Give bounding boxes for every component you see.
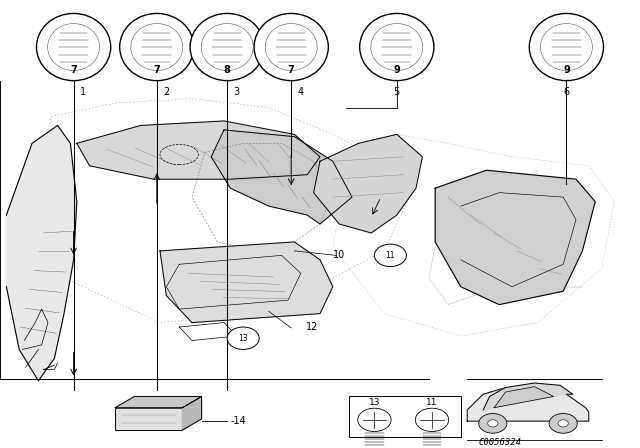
Text: 11: 11 (426, 398, 438, 407)
Circle shape (488, 420, 498, 427)
Circle shape (227, 327, 259, 349)
Text: 2: 2 (163, 87, 170, 97)
Polygon shape (211, 130, 352, 224)
Text: 4: 4 (298, 87, 304, 97)
Text: 5: 5 (394, 87, 400, 97)
Polygon shape (483, 383, 573, 410)
Polygon shape (314, 134, 422, 233)
Circle shape (558, 420, 568, 427)
Circle shape (549, 414, 577, 433)
Bar (115, 408, 182, 430)
Polygon shape (6, 125, 77, 381)
Polygon shape (435, 170, 595, 305)
Polygon shape (467, 388, 589, 421)
Text: C0056324: C0056324 (479, 438, 522, 447)
Polygon shape (160, 242, 333, 323)
Text: 12: 12 (306, 322, 318, 332)
Text: 1: 1 (80, 87, 86, 97)
Text: 11: 11 (386, 251, 395, 260)
Polygon shape (182, 396, 202, 430)
Ellipse shape (190, 13, 264, 81)
Text: 3: 3 (234, 87, 240, 97)
Circle shape (415, 408, 449, 431)
Polygon shape (494, 387, 554, 408)
Text: 6: 6 (563, 87, 570, 97)
Text: 9: 9 (394, 65, 400, 75)
Text: 7: 7 (70, 65, 77, 75)
Polygon shape (77, 121, 320, 179)
Text: 7: 7 (288, 65, 294, 75)
Text: 13: 13 (369, 398, 380, 407)
Text: 9: 9 (563, 65, 570, 75)
Bar (349, 396, 461, 437)
Ellipse shape (254, 13, 328, 81)
Text: -14: -14 (230, 416, 246, 426)
Ellipse shape (36, 13, 111, 81)
Circle shape (358, 408, 391, 431)
Text: 10: 10 (333, 250, 346, 260)
Text: 7: 7 (154, 65, 160, 75)
Ellipse shape (529, 13, 604, 81)
Ellipse shape (360, 13, 434, 81)
Circle shape (479, 414, 507, 433)
Text: 8: 8 (224, 65, 230, 75)
Text: 13: 13 (238, 334, 248, 343)
Polygon shape (115, 396, 202, 408)
Ellipse shape (120, 13, 194, 81)
Circle shape (374, 244, 406, 267)
